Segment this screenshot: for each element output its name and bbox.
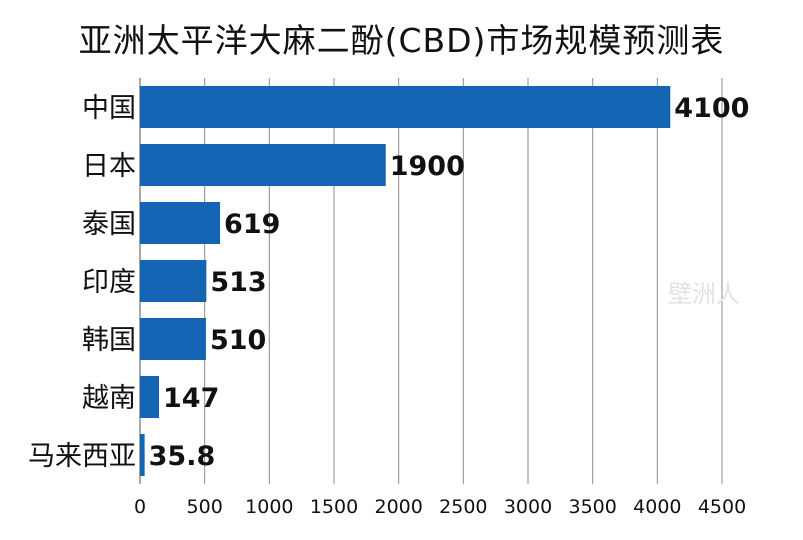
category-label: 越南 bbox=[82, 383, 136, 414]
category-label: 中国 bbox=[82, 93, 136, 124]
x-axis-ticks: 0 500 1000 1500 2000 2500 3000 3500 4000 4500 bbox=[134, 496, 746, 518]
bar-1 bbox=[140, 144, 386, 186]
value-label: 1900 bbox=[390, 151, 465, 182]
value-label: 4100 bbox=[674, 93, 749, 124]
value-label: 147 bbox=[163, 383, 219, 414]
x-tick-label: 0 bbox=[134, 496, 146, 518]
x-tick-label: 2000 bbox=[374, 496, 422, 518]
watermark-text: 壁洲人 bbox=[668, 280, 740, 308]
chart-title: 亚洲太平洋大麻二酚(CBD)市场规模预测表 bbox=[78, 21, 725, 60]
category-label: 泰国 bbox=[82, 209, 136, 240]
category-label: 韩国 bbox=[82, 325, 136, 356]
x-tick-label: 1000 bbox=[245, 496, 293, 518]
x-tick-label: 3000 bbox=[504, 496, 552, 518]
value-label: 510 bbox=[210, 325, 266, 356]
x-tick-label: 3500 bbox=[568, 496, 616, 518]
x-tick-label: 4500 bbox=[698, 496, 746, 518]
bar-5 bbox=[140, 376, 160, 418]
value-label: 513 bbox=[210, 267, 266, 298]
category-label: 日本 bbox=[82, 151, 136, 182]
bar-3 bbox=[140, 260, 207, 302]
bar-4 bbox=[140, 318, 206, 360]
value-labels: 4100 1900 619 513 510 147 35.8 bbox=[149, 93, 750, 472]
bar-6 bbox=[140, 434, 145, 476]
bars bbox=[140, 86, 671, 476]
category-label: 印度 bbox=[82, 267, 136, 298]
bar-2 bbox=[140, 202, 221, 244]
x-tick-label: 4000 bbox=[633, 496, 681, 518]
bar-0 bbox=[140, 86, 671, 128]
x-tick-label: 1500 bbox=[310, 496, 358, 518]
x-tick-label: 500 bbox=[187, 496, 223, 518]
value-label: 619 bbox=[224, 209, 280, 240]
x-tick-label: 2500 bbox=[439, 496, 487, 518]
value-label: 35.8 bbox=[149, 441, 216, 472]
category-label: 马来西亚 bbox=[28, 441, 136, 472]
